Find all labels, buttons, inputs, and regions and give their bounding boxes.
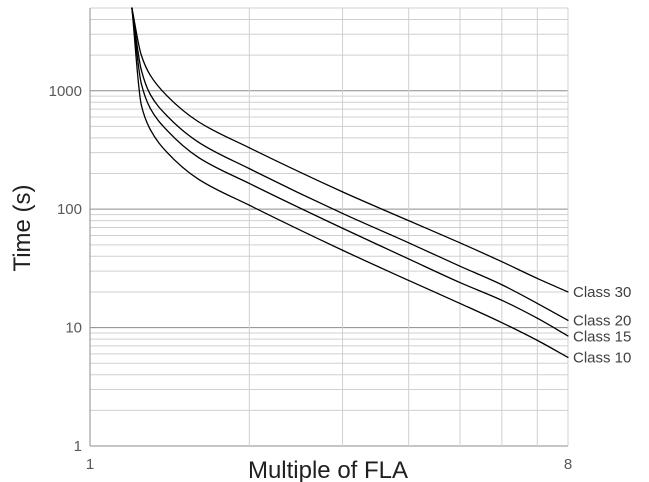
data-point — [140, 54, 142, 56]
data-point — [341, 191, 344, 193]
x-axis-title: Multiple of FLA — [248, 457, 408, 482]
y-tick-label: 1000 — [49, 83, 82, 100]
data-point — [248, 204, 250, 206]
data-point — [459, 281, 461, 284]
series-group — [131, 7, 569, 359]
data-point — [197, 156, 199, 158]
data-point — [341, 227, 344, 229]
plot-area — [90, 8, 568, 446]
data-point — [459, 242, 461, 244]
x-tick-label: 1 — [86, 456, 94, 473]
grid — [89, 7, 569, 447]
data-point — [408, 220, 410, 222]
data-point — [459, 265, 461, 267]
data-point — [149, 128, 151, 131]
data-point — [341, 249, 344, 251]
data-point — [459, 302, 461, 305]
y-tick-label: 100 — [57, 201, 82, 218]
y-axis: 1 10 100 1000 — [49, 83, 82, 455]
series-label: Class 30 — [573, 284, 631, 301]
x-tick-label: 8 — [564, 456, 572, 473]
series-label: Class 15 — [573, 328, 631, 345]
data-point — [140, 104, 142, 106]
data-point — [408, 258, 410, 260]
data-point — [131, 7, 133, 9]
y-tick-label: 10 — [65, 320, 82, 337]
data-point — [536, 317, 538, 319]
series-label: Class 20 — [573, 312, 631, 329]
data-point — [140, 69, 142, 71]
data-point — [536, 302, 538, 305]
data-point — [166, 115, 168, 117]
data-point — [567, 335, 569, 337]
data-point — [501, 322, 503, 324]
data-point — [501, 261, 503, 263]
data-point — [149, 74, 151, 76]
data-point — [408, 279, 410, 282]
data-point — [149, 93, 151, 96]
data-point — [149, 107, 151, 109]
data-point — [536, 277, 538, 280]
data-point — [341, 212, 344, 215]
data-point — [567, 356, 569, 359]
data-point — [536, 339, 538, 341]
data-point — [197, 141, 199, 143]
data-point — [408, 242, 410, 244]
data-point — [166, 152, 168, 154]
data-point — [501, 284, 503, 286]
data-point — [248, 182, 250, 185]
data-point — [501, 299, 503, 301]
data-point — [166, 130, 168, 132]
data-point — [567, 291, 569, 293]
y-axis-title: Time (s) — [9, 184, 36, 271]
data-point — [166, 95, 168, 97]
data-point — [248, 147, 250, 149]
y-tick-label: 1 — [74, 438, 82, 455]
series-label: Class 10 — [573, 349, 631, 366]
data-point — [140, 82, 142, 85]
data-point — [197, 178, 199, 180]
data-point — [197, 120, 199, 123]
data-point — [567, 319, 569, 322]
data-point — [248, 168, 250, 170]
